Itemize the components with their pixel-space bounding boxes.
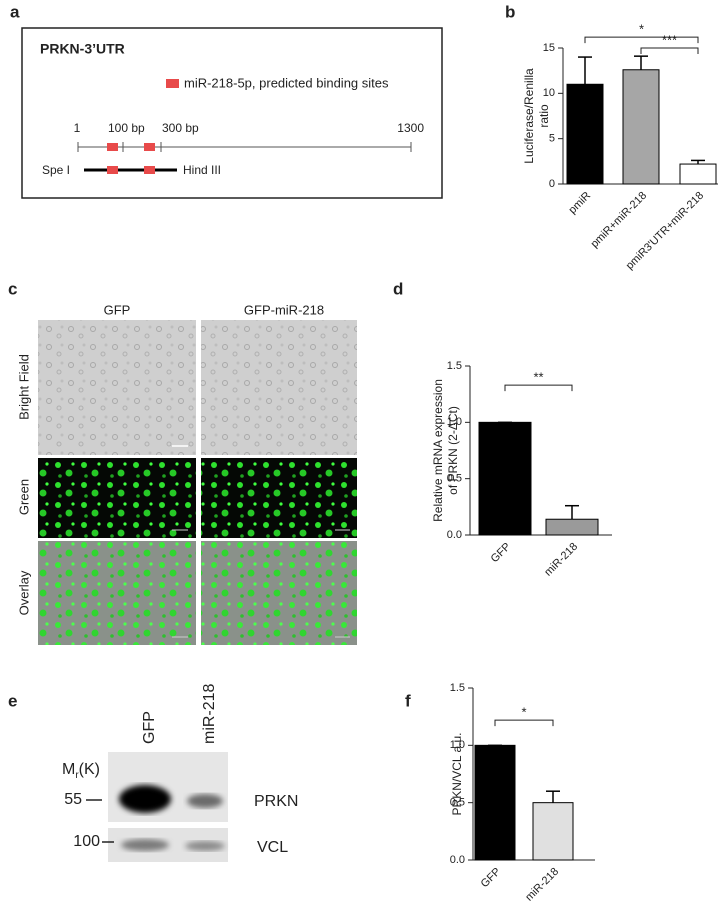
significance-bracket [584,36,699,44]
column-label: GFP-miR-218 [244,302,324,317]
x-tick-label: pmiR [567,190,594,217]
lane-label: miR-218 [201,683,218,744]
band [119,785,171,813]
y-tick-label: 1.0 [447,416,462,428]
construct-label: Hind III [183,163,221,177]
scale-label: 1300 [397,121,424,135]
construct-label: Spe I [42,163,70,177]
bar [545,518,599,536]
y-tick-label: 0.0 [450,854,465,866]
y-tick-label: 0.5 [450,797,465,809]
diagram-box [21,27,443,199]
y-tick-label: 1.5 [450,682,465,694]
marker-title-sub: r [75,770,79,781]
significance-bracket [504,384,573,392]
x-tick-label: miR-218 [523,866,561,904]
y-tick-label: 0.5 [447,473,462,485]
scale-label: 100 bp [108,121,145,135]
significance-label: ** [533,370,543,385]
lane-label: GFP [141,711,158,744]
panel-label: c [8,279,17,298]
y-tick-label: 0 [549,178,555,190]
y-tick-label: 1.0 [450,739,465,751]
band [121,839,169,851]
bar [566,83,604,185]
significance-bracket [494,719,554,727]
micrograph [38,458,196,538]
significance-bracket [640,47,699,54]
y-tick-label: 0.0 [447,529,462,541]
bar [622,69,660,185]
bar [679,163,717,185]
y-axis-label: PRKN/VCL a.u. [450,733,464,816]
x-tick-label: miR-218 [542,541,580,579]
binding-site [144,166,155,174]
bar [478,421,532,536]
significance-label: *** [662,32,677,47]
legend-text: miR-218-5p, predicted binding sites [184,75,389,90]
panel-label: e [8,691,17,710]
y-tick-label: 1.5 [447,360,462,372]
panel-label: f [405,691,411,710]
marker-label: 55 [64,791,82,808]
y-tick-label: 15 [543,42,555,54]
x-tick-label: GFP [489,541,513,565]
legend-swatch [166,79,179,88]
blot [108,752,228,822]
micrograph [38,541,196,645]
scale-label: 1 [74,121,81,135]
bar [532,802,574,861]
y-axis-label: of PRKN (2-ΔCt) [446,406,460,495]
bar [474,744,516,861]
row-label: Bright Field [16,354,31,420]
y-axis-label: Luciferase/Renilla [522,68,536,164]
diagram-title: PRKN-3’UTR [40,41,125,57]
marker-title: Mr(K) [62,761,100,780]
scale-label: 300 bp [162,121,199,135]
micrograph [201,541,357,645]
significance-label: * [639,22,644,37]
marker-label: 100 [73,833,100,850]
panel-label: b [505,2,515,21]
binding-site [144,143,155,151]
y-tick-label: 5 [549,133,555,145]
x-tick-label: pmiR+miR-218 [589,190,650,251]
row-label: Green [16,479,31,515]
binding-site [107,143,118,151]
row-label: Overlay [16,570,31,615]
panel-label: d [393,279,403,298]
band-label: PRKN [254,793,298,810]
micrograph [201,458,357,538]
marker-title-unit: (K) [79,761,100,778]
x-tick-label: GFP [479,866,503,890]
column-label: GFP [104,302,131,317]
y-axis-label: ratio [537,104,551,128]
band [185,841,225,851]
significance-label: * [521,705,526,720]
y-tick-label: 10 [543,87,555,99]
micrograph [38,320,196,455]
marker-title-main: M [62,761,75,778]
band-label: VCL [257,839,288,856]
y-axis-label: Relative mRNA expression [431,379,445,522]
binding-site [107,166,118,174]
band [187,794,223,808]
panel-label: a [10,2,20,21]
micrograph [201,320,357,455]
